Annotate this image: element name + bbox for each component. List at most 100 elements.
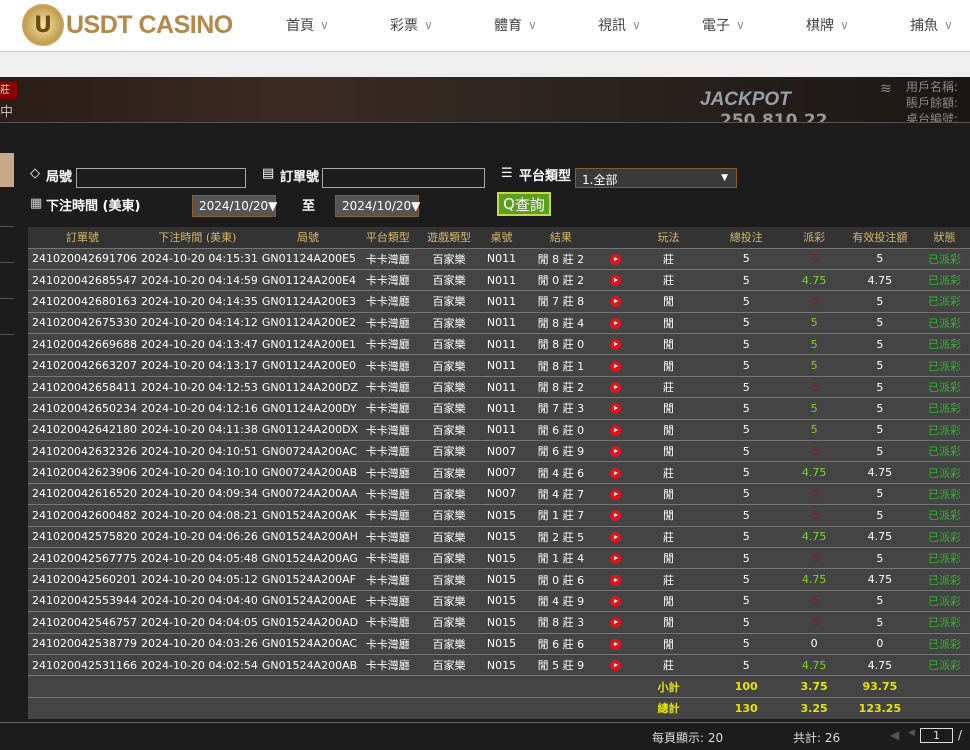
result: 閒 7 莊 3 bbox=[522, 397, 600, 420]
replay-button[interactable] bbox=[599, 375, 632, 398]
replay-button[interactable] bbox=[599, 268, 632, 291]
order-id: 241020042560201 bbox=[28, 568, 137, 591]
date-from-select[interactable]: 2024/10/20▼ bbox=[192, 195, 277, 217]
payout: 5 bbox=[787, 397, 841, 420]
replay-button[interactable] bbox=[599, 589, 632, 612]
replay-button[interactable] bbox=[599, 440, 632, 462]
replay-button[interactable] bbox=[599, 568, 632, 591]
table-id: N011 bbox=[480, 418, 523, 441]
round-id: GN01124A200E4 bbox=[257, 268, 359, 291]
table-id: N015 bbox=[480, 632, 523, 655]
user-info: 用戶名稱: 賬戶餘額: 桌台編號: bbox=[906, 79, 958, 122]
play-icon bbox=[610, 531, 622, 543]
table-id: N015 bbox=[480, 504, 523, 527]
side-tab[interactable] bbox=[0, 153, 14, 187]
bet-table: 訂單號 下注時間 (美東) 局號 平台類型 遊戲類型 桌號 結果 玩法 總投注 派彩 有效投注額 狀態… bbox=[28, 227, 970, 719]
table-id: N015 bbox=[480, 568, 523, 591]
replay-button[interactable] bbox=[599, 311, 632, 334]
round-id: GN01124A200E2 bbox=[257, 311, 359, 334]
payout: 5 bbox=[787, 333, 841, 355]
order-id: 241020042663207 bbox=[28, 354, 137, 377]
result: 閒 6 莊 6 bbox=[522, 632, 600, 655]
nav-label: 捕魚 bbox=[910, 18, 938, 34]
order-input[interactable] bbox=[322, 168, 485, 188]
valid-bet: 5 bbox=[840, 311, 919, 334]
order-id: 241020042685547 bbox=[28, 268, 137, 291]
game-type: 百家樂 bbox=[417, 461, 481, 484]
replay-button[interactable] bbox=[599, 397, 632, 420]
total-bet: 5 bbox=[705, 247, 788, 270]
round-id: GN01124A200E5 bbox=[257, 247, 359, 270]
nav-item[interactable]: 體育 ∨ bbox=[494, 15, 598, 35]
platform: 卡卡灣廳 bbox=[358, 546, 418, 569]
bet-time: 2024-10-20 04:05:12 bbox=[136, 568, 258, 591]
table-row: 241020042675330 2024-10-20 04:14:12 GN0112… bbox=[28, 311, 970, 334]
order-id: 241020042623906 bbox=[28, 461, 137, 484]
replay-button[interactable] bbox=[599, 354, 632, 377]
valid-bet: 4.75 bbox=[840, 268, 919, 291]
payout: -5 bbox=[787, 611, 841, 634]
replay-button[interactable] bbox=[599, 525, 632, 548]
prev-page-icon[interactable]: ◀ bbox=[908, 728, 915, 738]
bet-time: 2024-10-20 04:10:51 bbox=[136, 440, 258, 462]
round-id: GN01524A200AH bbox=[257, 525, 359, 548]
banner-tag: 中 bbox=[0, 105, 14, 120]
replay-button[interactable] bbox=[599, 653, 632, 676]
nav-item[interactable]: 首頁 ∨ bbox=[286, 15, 390, 35]
replay-button[interactable] bbox=[599, 546, 632, 569]
page-input[interactable]: 1 bbox=[920, 728, 953, 743]
total-bet: 5 bbox=[705, 354, 788, 377]
date-to-select[interactable]: 2024/10/20▼ bbox=[335, 195, 420, 217]
game-type: 百家樂 bbox=[417, 375, 481, 398]
replay-button[interactable] bbox=[599, 504, 632, 527]
round-input[interactable] bbox=[76, 168, 246, 188]
platform: 卡卡灣廳 bbox=[358, 504, 418, 527]
play-icon bbox=[610, 382, 622, 394]
platform: 卡卡灣廳 bbox=[358, 589, 418, 612]
nav-item[interactable]: 捕魚 ∨ bbox=[910, 15, 970, 35]
date-from: 2024/10/20 bbox=[199, 199, 269, 213]
payout: 0 bbox=[787, 632, 841, 655]
bet-time: 2024-10-20 04:10:10 bbox=[136, 461, 258, 484]
round-id: GN01524A200AF bbox=[257, 568, 359, 591]
replay-button[interactable] bbox=[599, 482, 632, 505]
chevron-down-icon: ∨ bbox=[632, 18, 641, 32]
bet-type: 閒 bbox=[631, 354, 706, 377]
payout: 4.75 bbox=[787, 461, 841, 484]
total-row: 總計 130 3.25 123.25 bbox=[28, 696, 970, 719]
chevron-down-icon: ∨ bbox=[424, 18, 433, 32]
column-header: 派彩 bbox=[787, 227, 841, 248]
bet-type: 閒 bbox=[631, 440, 706, 462]
first-page-icon[interactable]: ◀ bbox=[890, 728, 900, 742]
payout: 5 bbox=[787, 354, 841, 377]
nav-item[interactable]: 彩票 ∨ bbox=[390, 15, 494, 35]
subtotal-valid: 93.75 bbox=[840, 675, 919, 698]
logo[interactable]: U USDT CASINO bbox=[22, 4, 233, 46]
search-button[interactable]: Q 查詢 bbox=[497, 192, 551, 216]
banner-tag: 莊 bbox=[0, 81, 17, 99]
table-header: 訂單號 下注時間 (美東) 局號 平台類型 遊戲類型 桌號 結果 玩法 總投注 派彩 有效投注額 狀態 bbox=[28, 227, 970, 248]
total-bet: 5 bbox=[705, 653, 788, 676]
bet-time: 2024-10-20 04:13:47 bbox=[136, 333, 258, 355]
bet-type: 莊 bbox=[631, 375, 706, 398]
replay-button[interactable] bbox=[599, 632, 632, 655]
valid-bet: 5 bbox=[840, 482, 919, 505]
total-bet: 5 bbox=[705, 268, 788, 291]
bet-time: 2024-10-20 04:14:35 bbox=[136, 290, 258, 313]
total-bet: 5 bbox=[705, 311, 788, 334]
replay-button[interactable] bbox=[599, 290, 632, 313]
table-row: 241020042691706 2024-10-20 04:15:31 GN0112… bbox=[28, 247, 970, 270]
replay-button[interactable] bbox=[599, 333, 632, 355]
table-row: 241020042600482 2024-10-20 04:08:21 GN0152… bbox=[28, 504, 970, 527]
nav-item[interactable]: 電子 ∨ bbox=[702, 15, 806, 35]
replay-button[interactable] bbox=[599, 247, 632, 270]
replay-button[interactable] bbox=[599, 611, 632, 634]
nav-item[interactable]: 棋牌 ∨ bbox=[806, 15, 910, 35]
nav-item[interactable]: 視訊 ∨ bbox=[598, 15, 702, 35]
bet-type: 莊 bbox=[631, 568, 706, 591]
status: 已派彩 bbox=[918, 482, 970, 505]
platform-select[interactable]: 1.全部 ▼ bbox=[575, 168, 737, 188]
status: 已派彩 bbox=[918, 397, 970, 420]
replay-button[interactable] bbox=[599, 418, 632, 441]
replay-button[interactable] bbox=[599, 461, 632, 484]
